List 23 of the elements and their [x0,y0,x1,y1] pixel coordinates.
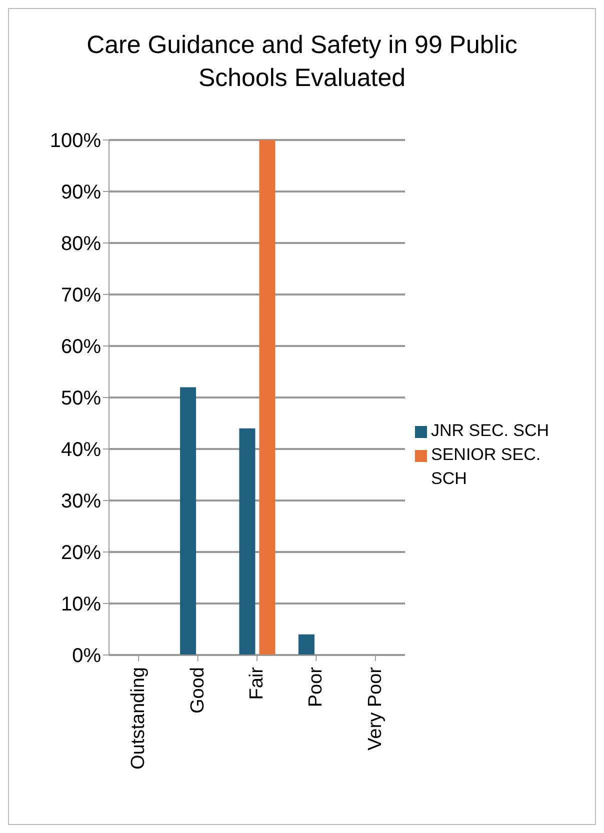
y-tick-label: 60% [60,336,102,358]
x-tick-label: Fair [246,666,268,700]
y-tick-label: 100% [50,130,102,152]
y-tick-label: 90% [60,182,102,204]
y-tick-label: 0% [72,645,102,668]
legend-label: SENIOR SEC. SCH [431,444,542,490]
y-tick-label: 80% [60,233,102,256]
bar [298,634,314,655]
x-tick-label: Very Poor [364,666,386,750]
y-tick-label: 20% [60,542,102,564]
y-tick-label: 10% [60,594,102,616]
x-tick-label: Good [187,667,208,714]
bar [180,387,196,655]
y-tick-label: 40% [60,439,102,462]
chart-title: Care Guidance and Safety in 99 Public Schools Evaluated [86,30,518,94]
y-tick-label: 50% [60,388,102,410]
x-tick-label: Outstanding [128,667,150,770]
y-tick-label: 70% [60,284,102,307]
legend-label: JNR SEC. SCH [431,420,550,442]
bar [239,428,256,655]
bar [259,140,276,655]
x-tick-label: Poor [306,666,327,708]
y-tick-label: 30% [60,490,102,513]
